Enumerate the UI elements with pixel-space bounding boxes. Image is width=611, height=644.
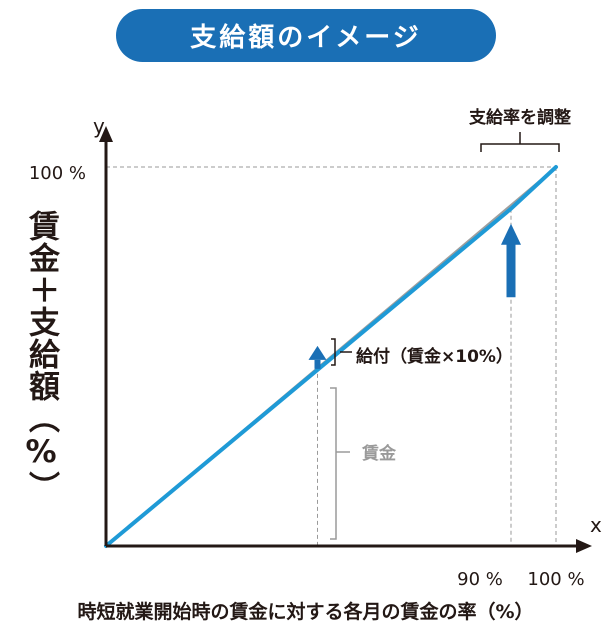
y-axis-name: y xyxy=(93,114,105,138)
large-up-arrow-icon xyxy=(501,223,521,245)
x-axis-arrowhead xyxy=(576,539,592,553)
annotations xyxy=(308,132,560,540)
x-tick-label-100: 100 % xyxy=(527,569,584,590)
chart-title: 支給額のイメージ xyxy=(116,9,496,62)
wage-plus-benefit-line xyxy=(104,165,558,548)
wage-bracket xyxy=(330,387,337,540)
adjust-rate-bracket xyxy=(480,143,560,152)
x-tick-label-90: 90 % xyxy=(457,569,503,590)
x-axis-title: 時短就業開始時の賃金に対する各月の賃金の率（%） xyxy=(77,601,534,623)
axes xyxy=(99,126,592,553)
y-axis-title: 賃金＋支給額（%） xyxy=(23,210,59,503)
y-axis-arrowhead xyxy=(99,126,113,142)
series-lines xyxy=(104,165,558,548)
small-up-arrow-shaft xyxy=(314,359,321,369)
x-axis-name: x xyxy=(590,513,602,537)
benefit-bracket xyxy=(331,338,336,366)
annotation-wage: 賃金 xyxy=(361,443,397,464)
annotation-benefit: 給付（賃金×10%） xyxy=(356,346,513,367)
annotation-adjust-rate: 支給率を調整 xyxy=(469,107,571,128)
small-up-arrow-icon xyxy=(308,345,327,360)
y-tick-label-100: 100 % xyxy=(29,163,86,184)
